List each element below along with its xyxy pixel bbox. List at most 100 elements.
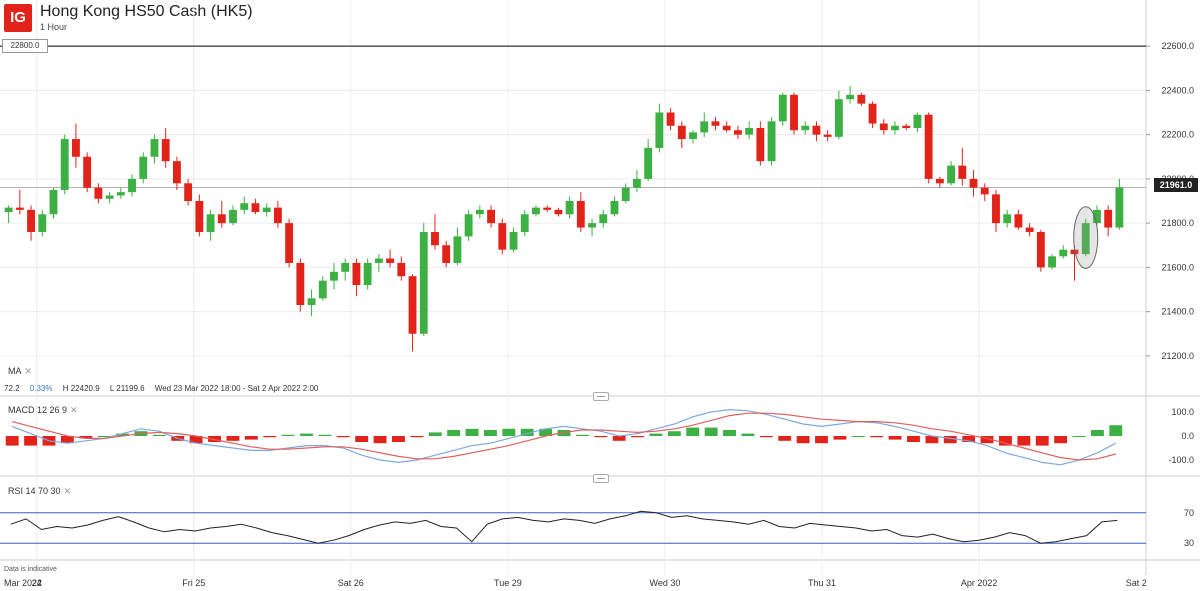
close-icon[interactable]: ✕ [24,366,33,376]
macd-histogram-bar [392,436,405,442]
panel-resize-handle[interactable] [593,474,609,483]
candle-body [935,178,944,184]
candle-body [1014,214,1023,228]
macd-histogram-bar [539,428,553,436]
candle-body [206,214,215,232]
close-icon[interactable]: ✕ [63,486,72,496]
candle-body [857,94,866,104]
candle-body [599,214,608,224]
candle-body [902,125,911,128]
macd-histogram-bar [759,436,773,438]
candle-body [846,94,855,100]
macd-histogram-bar [888,436,902,440]
candle-body [509,231,518,250]
candle-body [565,201,574,215]
macd-histogram-bar [226,436,240,441]
macd-histogram-bar [612,436,626,441]
candle-body [431,231,439,246]
macd-histogram-bar [244,436,258,440]
candle-body [453,236,462,263]
candle-body [150,139,159,157]
panel-resize-handle[interactable] [593,392,609,401]
candle-body [879,123,888,131]
macd-histogram-bar [667,431,681,436]
candle-body [812,125,821,135]
y-tick-label: 22400.0 [1161,85,1194,95]
candle-body [285,223,294,263]
y-tick-label: 21400.0 [1161,307,1194,317]
candle-body [330,271,338,281]
macd-histogram-bar [447,430,461,436]
candle-body [924,114,933,179]
date-range: Wed 23 Mar 2022 18:00 - Sat 2 Apr 2022 2… [154,384,319,393]
candle-body [733,130,742,135]
macd-histogram-bar [373,436,387,444]
candle-body [374,258,383,263]
macd-histogram-bar [483,430,497,436]
candle-body [801,125,810,131]
ma-stats: 72.2 0.33% H 22420.9 L 21199.6 Wed 23 Ma… [4,384,326,393]
candle-body [711,121,720,126]
candle-body [161,139,170,162]
rsi-series: 70 30 [0,508,1194,548]
candle-body [823,134,832,137]
candle-body [700,121,709,133]
candle-body [139,156,148,179]
ma-label-text: MA [8,366,22,376]
candle-body [756,127,765,162]
candle-body [969,178,978,188]
y-tick-label: 21600.0 [1161,262,1194,272]
macd-indicator-label[interactable]: MACD 12 26 9 ✕ [8,405,78,416]
ig-logo: IG [4,4,32,32]
candle-body [1115,187,1124,228]
macd-histogram-bar [465,428,479,436]
signal-line [12,412,1116,461]
macd-histogram-bar [1109,425,1123,436]
rsi-indicator-label[interactable]: RSI 14 70 30 ✕ [8,486,71,497]
candle-body [408,276,417,334]
x-tick-label: Sat 26 [338,578,364,588]
macd-histogram-bar [833,436,847,440]
candle-body [520,214,529,232]
macd-histogram-bar [594,436,608,438]
close-icon[interactable]: ✕ [70,405,78,415]
candle-body [4,207,13,213]
macd-histogram-bar [300,433,313,436]
macd-histogram-bar [281,434,295,436]
candle-body [296,262,305,305]
ma-indicator-label[interactable]: MA ✕ [8,366,32,377]
macd-histogram-bar [502,428,516,436]
x-tick-label: Thu 31 [808,578,836,588]
macd-histogram-bar [796,436,810,444]
candle-body [767,121,776,162]
candle-body [745,127,754,135]
candle-body [913,114,922,128]
macd-histogram-bar [318,434,332,436]
candle-body [27,209,35,232]
macd-histogram-bar [741,433,755,436]
macd-histogram-bar [723,430,736,436]
candle-body [60,139,69,190]
macd-histogram-bar [1072,436,1086,437]
candle-body [1048,256,1056,268]
highlight-ellipse [1073,206,1099,269]
macd-series: 100.0 0.0 -100.0 [5,407,1194,466]
macd-histogram-bar [60,436,74,444]
data-indicative-note: Data is indicative [4,566,57,573]
candle-body [195,201,204,232]
candle-body [722,125,731,131]
change-percent: 0.33% [29,384,53,393]
macd-histogram-bar [1017,436,1031,446]
macd-histogram-bar [189,436,203,444]
candle-body [341,262,350,272]
macd-params: 12 26 9 [37,405,68,415]
candle-body [1093,209,1101,224]
candle-body [790,94,798,131]
rsi-tick-label: 70 [1184,508,1194,518]
candle-body [273,207,282,224]
rsi-line [10,510,1118,544]
timeframe-label[interactable]: 1 Hour [40,22,68,32]
candle-body [229,209,237,224]
